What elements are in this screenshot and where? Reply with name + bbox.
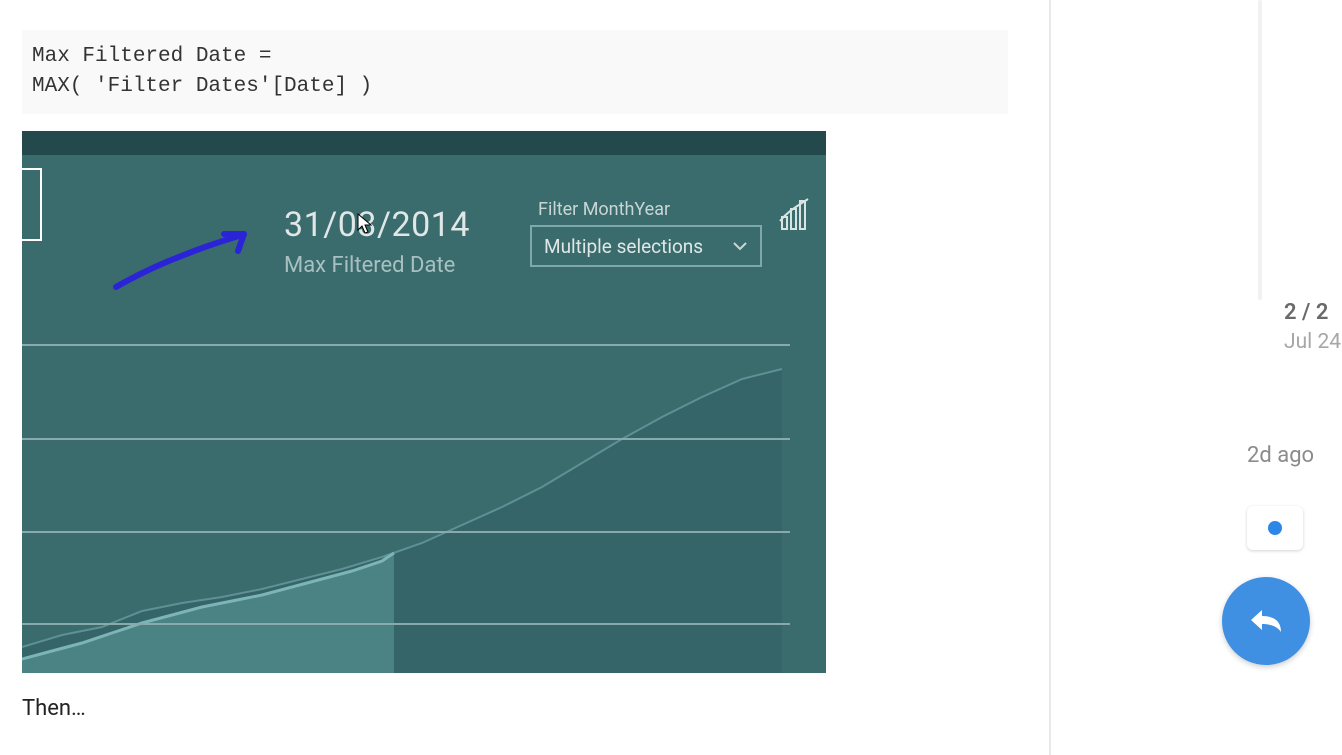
timeline-start-date: Jul 24 — [1284, 330, 1341, 354]
timeline-scroll-track[interactable] — [1258, 0, 1262, 300]
reply-icon — [1248, 607, 1284, 635]
filter-monthyear-dropdown[interactable]: Multiple selections — [530, 225, 762, 267]
max-filtered-date-label: Max Filtered Date — [284, 253, 455, 278]
filter-monthyear-label: Filter MonthYear — [538, 199, 670, 220]
side-divider — [1049, 0, 1051, 755]
chevron-down-icon — [732, 238, 748, 254]
reply-button[interactable] — [1222, 577, 1310, 665]
dashboard-topbar — [22, 131, 826, 155]
chart-gridline — [22, 438, 790, 440]
code-line-2: MAX( 'Filter Dates'[Date] ) — [32, 75, 372, 98]
code-block: Max Filtered Date = MAX( 'Filter Dates'[… — [22, 30, 1008, 114]
notification-dot-icon — [1268, 521, 1282, 535]
post-continuation-text: Then… — [22, 696, 86, 721]
area-chart-svg — [22, 303, 826, 673]
chart-gridline — [22, 344, 790, 346]
bar-chart-icon[interactable] — [778, 197, 814, 233]
post-body: Max Filtered Date = MAX( 'Filter Dates'[… — [0, 0, 1049, 755]
timeline-position-counter: 2 / 2 — [1284, 300, 1328, 325]
max-filtered-date-value: 31/03/2014 — [284, 205, 470, 245]
outline-box — [22, 168, 42, 241]
chart-gridline — [22, 623, 790, 625]
notification-badge[interactable] — [1247, 506, 1303, 550]
filter-selected-text: Multiple selections — [544, 235, 703, 258]
code-line-1: Max Filtered Date = — [32, 45, 271, 68]
annotation-arrow-icon — [112, 231, 252, 291]
timeline-last-reply-ago[interactable]: 2d ago — [1247, 443, 1314, 468]
chart-gridline — [22, 531, 790, 533]
area-chart — [22, 303, 826, 673]
dashboard-screenshot: 31/03/2014 Max Filtered Date Filter Mont… — [22, 131, 826, 673]
